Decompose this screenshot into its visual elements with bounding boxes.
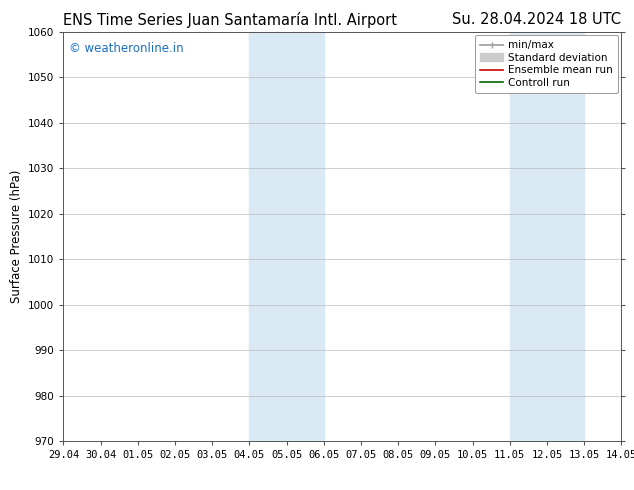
- Bar: [510, 32, 584, 441]
- Y-axis label: Surface Pressure (hPa): Surface Pressure (hPa): [10, 170, 23, 303]
- Text: ENS Time Series Juan Santamaría Intl. Airport: ENS Time Series Juan Santamaría Intl. Ai…: [63, 12, 398, 28]
- Text: Su. 28.04.2024 18 UTC: Su. 28.04.2024 18 UTC: [452, 12, 621, 27]
- Legend: min/max, Standard deviation, Ensemble mean run, Controll run: min/max, Standard deviation, Ensemble me…: [475, 35, 618, 93]
- Text: © weatheronline.in: © weatheronline.in: [69, 42, 184, 55]
- Bar: [249, 32, 324, 441]
